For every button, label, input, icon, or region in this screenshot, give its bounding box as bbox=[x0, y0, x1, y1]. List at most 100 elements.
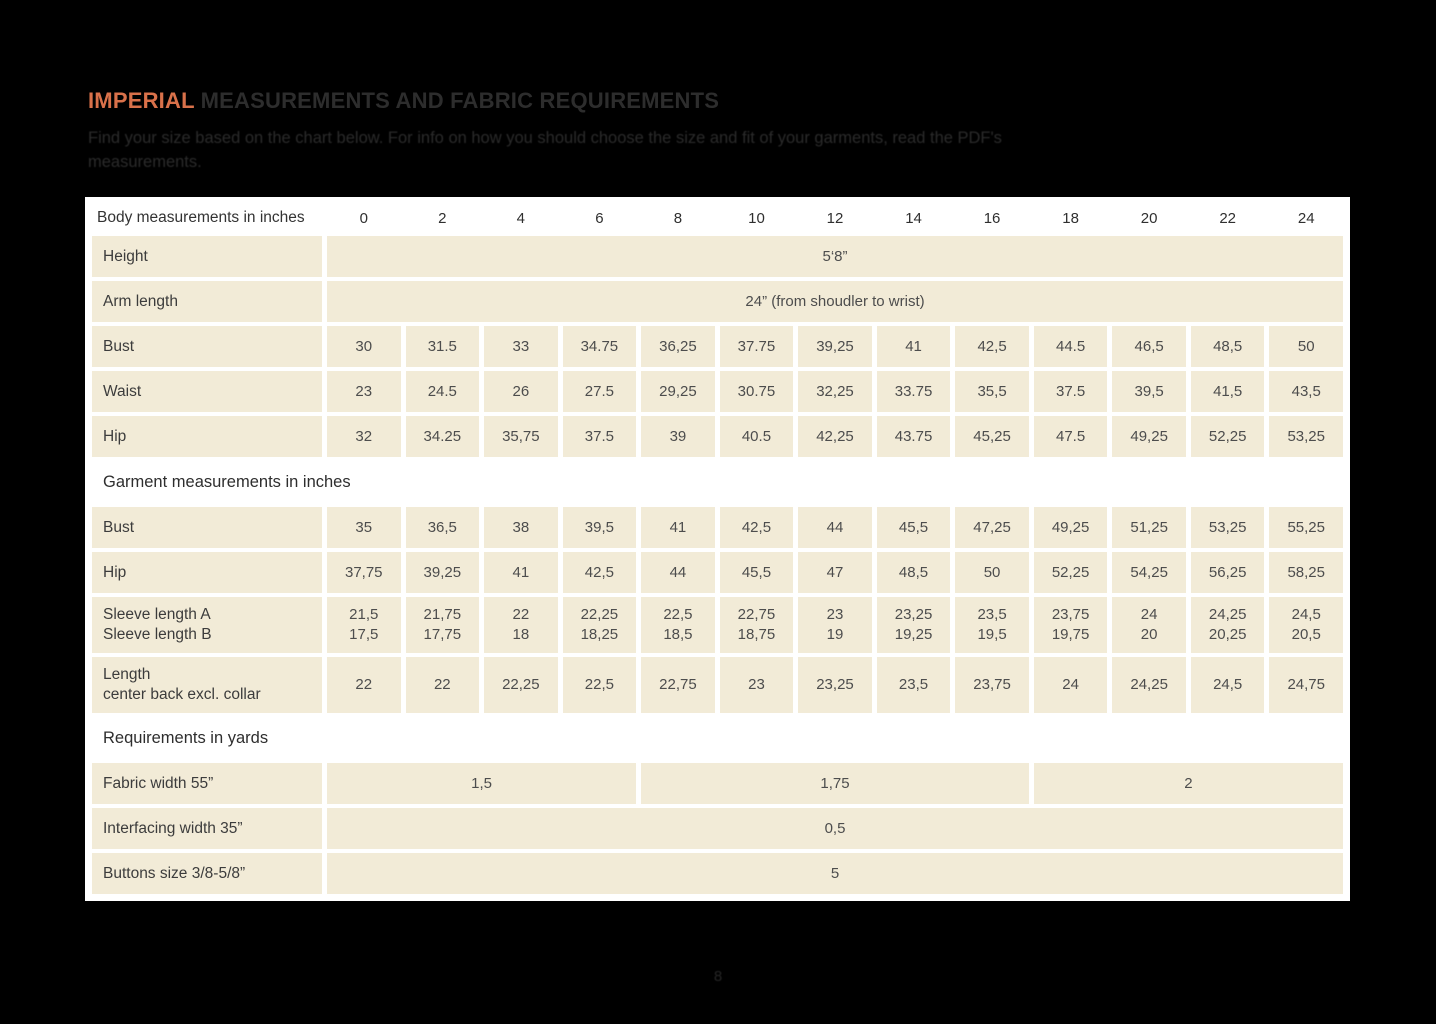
value-cell: 32,25 bbox=[798, 371, 872, 412]
value-cell: 45,5 bbox=[719, 552, 794, 593]
value-cell: 24,25 20,25 bbox=[1190, 597, 1265, 653]
value-cell: 49,25 bbox=[1033, 507, 1108, 548]
page-subtitle: Find your size based on the chart below.… bbox=[88, 126, 1253, 174]
row-label: Hip bbox=[92, 416, 322, 457]
value-cell: 22,75 bbox=[641, 657, 715, 713]
row-label: Bust bbox=[92, 326, 322, 367]
value-cell: 43.75 bbox=[876, 416, 951, 457]
value-cell: 47.5 bbox=[1033, 416, 1108, 457]
table-row: Bust 35 36,5 38 39,5 41 42,5 44 45,5 47,25 49,25 51… bbox=[92, 507, 1343, 548]
section-label: Garment measurements in inches bbox=[103, 472, 351, 491]
page-title: IMPERIAL MEASUREMENTS AND FABRIC REQUIRE… bbox=[88, 88, 719, 114]
value-cell: 39,25 bbox=[405, 552, 480, 593]
size-column-header: 16 bbox=[983, 209, 1001, 227]
value-cell: 34.75 bbox=[562, 326, 637, 367]
value-cell: 21,5 17,5 bbox=[327, 597, 401, 653]
value-cell: 32 bbox=[327, 416, 401, 457]
row-label: Waist bbox=[92, 371, 322, 412]
value-cell: 36,5 bbox=[405, 507, 480, 548]
value-cell: 22,25 bbox=[484, 657, 558, 713]
size-column-header: 4 bbox=[516, 209, 525, 227]
value-cell: 23 bbox=[719, 657, 794, 713]
value-cell: 39,5 bbox=[1112, 371, 1186, 412]
value-cell: 49,25 bbox=[1112, 416, 1186, 457]
measurement-table: Body measurements in inches 0 2 4 6 8 10 12 14 1… bbox=[85, 197, 1350, 901]
table-row: Arm length 24” (from shoudler to wrist) bbox=[92, 281, 1343, 322]
title-rest: MEASUREMENTS AND FABRIC REQUIREMENTS bbox=[194, 88, 720, 113]
value-cell: 58,25 bbox=[1269, 552, 1343, 593]
value-cell: 37.5 bbox=[1033, 371, 1108, 412]
value-cell: 40.5 bbox=[719, 416, 794, 457]
value-cell: 23,5 bbox=[876, 657, 951, 713]
value-cell: 47 bbox=[798, 552, 872, 593]
merged-value-cell: 24” (from shoudler to wrist) bbox=[327, 281, 1343, 322]
value-cell: 41 bbox=[876, 326, 951, 367]
value-cell: 50 bbox=[955, 552, 1029, 593]
merged-value-cell: 1,75 bbox=[641, 763, 1029, 804]
value-cell: 55,25 bbox=[1269, 507, 1343, 548]
table-row: Interfacing width 35” 0,5 bbox=[92, 808, 1343, 849]
size-column-header: 14 bbox=[905, 209, 922, 227]
value-cell: 44.5 bbox=[1033, 326, 1108, 367]
value-cell: 47,25 bbox=[955, 507, 1029, 548]
value-cell: 33 bbox=[484, 326, 558, 367]
table-header-label: Body measurements in inches bbox=[97, 209, 305, 226]
value-cell: 38 bbox=[484, 507, 558, 548]
value-cell: 24,5 20,5 bbox=[1269, 597, 1343, 653]
row-label: Interfacing width 35” bbox=[92, 808, 322, 849]
value-cell: 53,25 bbox=[1269, 416, 1343, 457]
table-row: Length center back excl. collar 22 22 22,25… bbox=[92, 657, 1343, 713]
value-cell: 22,25 18,25 bbox=[562, 597, 637, 653]
value-cell: 24,75 bbox=[1269, 657, 1343, 713]
value-cell: 24.5 bbox=[405, 371, 480, 412]
value-cell: 21,75 17,75 bbox=[405, 597, 480, 653]
value-cell: 50 bbox=[1269, 326, 1343, 367]
merged-value-cell: 5 bbox=[327, 853, 1343, 894]
table-header-row: Body measurements in inches 0 2 4 6 8 10 12 14 1… bbox=[92, 204, 1343, 232]
value-cell: 56,25 bbox=[1190, 552, 1265, 593]
row-label: Bust bbox=[92, 507, 322, 548]
value-cell: 48,5 bbox=[1190, 326, 1265, 367]
size-column-header: 20 bbox=[1140, 209, 1158, 227]
section-label: Requirements in yards bbox=[103, 728, 269, 747]
value-cell: 42,5 bbox=[719, 507, 794, 548]
value-cell: 22,5 18,5 bbox=[641, 597, 715, 653]
value-cell: 37.75 bbox=[719, 326, 794, 367]
value-cell: 24 20 bbox=[1112, 597, 1186, 653]
value-cell: 23 bbox=[327, 371, 401, 412]
value-cell: 23,75 bbox=[955, 657, 1029, 713]
subtitle-line-1: Find your size based on the chart below.… bbox=[88, 129, 1002, 147]
size-column-header: 0 bbox=[359, 209, 368, 227]
merged-value-cell: 2 bbox=[1033, 763, 1343, 804]
value-cell: 43,5 bbox=[1269, 371, 1343, 412]
value-cell: 42,5 bbox=[955, 326, 1029, 367]
section-header-row: Garment measurements in inches bbox=[92, 461, 1343, 503]
value-cell: 39,25 bbox=[798, 326, 872, 367]
value-cell: 52,25 bbox=[1190, 416, 1265, 457]
value-cell: 53,25 bbox=[1190, 507, 1265, 548]
row-label: Buttons size 3/8-5/8” bbox=[92, 853, 322, 894]
value-cell: 41,5 bbox=[1190, 371, 1265, 412]
row-label: Fabric width 55” bbox=[92, 763, 322, 804]
value-cell: 23,25 19,25 bbox=[876, 597, 951, 653]
value-cell: 44 bbox=[798, 507, 872, 548]
table-row: Waist 23 24.5 26 27.5 29,25 30.75 32,25 33.75 35,… bbox=[92, 371, 1343, 412]
table-row: Hip 32 34.25 35,75 37.5 39 40.5 42,25 43.75 45,25… bbox=[92, 416, 1343, 457]
table-row: Height 5‘8” bbox=[92, 236, 1343, 277]
size-column-header: 24 bbox=[1297, 209, 1315, 227]
row-label: Length center back excl. collar bbox=[92, 657, 322, 713]
value-cell: 35 bbox=[327, 507, 401, 548]
row-label: Arm length bbox=[92, 281, 322, 322]
table-row: Bust 30 31.5 33 34.75 36,25 37.75 39,25 41 42,5 44… bbox=[92, 326, 1343, 367]
value-cell: 37,75 bbox=[327, 552, 401, 593]
value-cell: 39 bbox=[641, 416, 715, 457]
value-cell: 41 bbox=[641, 507, 715, 548]
value-cell: 42,25 bbox=[798, 416, 872, 457]
value-cell: 29,25 bbox=[641, 371, 715, 412]
value-cell: 45,5 bbox=[876, 507, 951, 548]
value-cell: 30.75 bbox=[719, 371, 794, 412]
value-cell: 45,25 bbox=[955, 416, 1029, 457]
value-cell: 34.25 bbox=[405, 416, 480, 457]
value-cell: 42,5 bbox=[562, 552, 637, 593]
size-column-header: 22 bbox=[1219, 209, 1237, 227]
